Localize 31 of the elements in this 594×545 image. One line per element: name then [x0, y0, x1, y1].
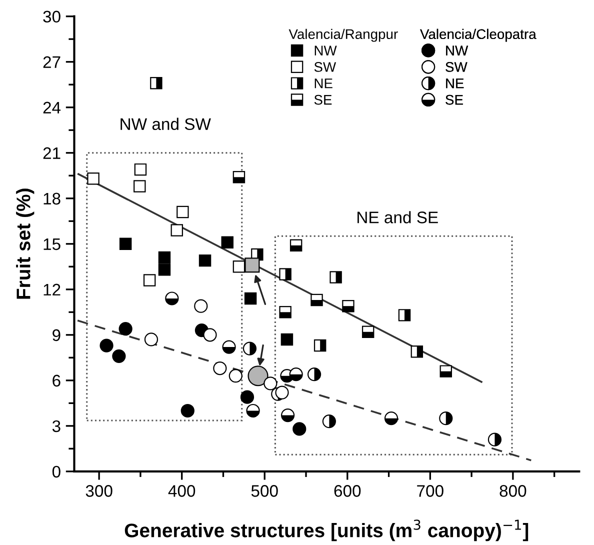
y-tick-label: 0	[52, 466, 60, 478]
legend-label: NE	[314, 78, 332, 88]
x-tick-label: 300	[86, 485, 112, 497]
x-tick-label: 600	[334, 485, 361, 497]
legend-label: NW	[314, 46, 337, 56]
y-axis-title: Fruit set (%)	[16, 188, 34, 299]
y-tick-label: 24	[43, 102, 61, 114]
y-tick-label: 6	[52, 374, 60, 387]
legend-label: NE	[446, 78, 464, 88]
y-tick-label: 27	[43, 56, 60, 68]
y-tick-label: 12	[44, 284, 60, 296]
annotation: NE and SE	[358, 211, 438, 224]
text: Valencia/Rangpur	[288, 28, 398, 42]
x-tick-label: 500	[251, 485, 278, 497]
y-tick-label: 3	[52, 420, 60, 432]
x-tick-label: 700	[417, 485, 444, 497]
y-tick-label: 18	[44, 192, 60, 205]
y-tick-label: 15	[44, 238, 60, 250]
legend-label: SE	[314, 94, 332, 105]
text: Valencia/Cleopatra	[420, 28, 536, 42]
y-tick-label: 9	[52, 329, 60, 342]
legend-label: SE	[446, 94, 463, 105]
x-tick-label: 800	[500, 485, 526, 497]
y-tick-label: 21	[43, 147, 60, 159]
legend-label: NW	[446, 46, 468, 56]
annotation: NW and SW	[120, 118, 211, 130]
legend-label: SW	[314, 62, 336, 72]
x-axis-title: Generative structures [units (m$^{3}$ canopy)$^{−1}$]	[124, 520, 528, 542]
y-tick-label: 30	[43, 10, 60, 23]
legend-label: SW	[446, 62, 468, 72]
x-tick-label: 400	[168, 485, 196, 497]
